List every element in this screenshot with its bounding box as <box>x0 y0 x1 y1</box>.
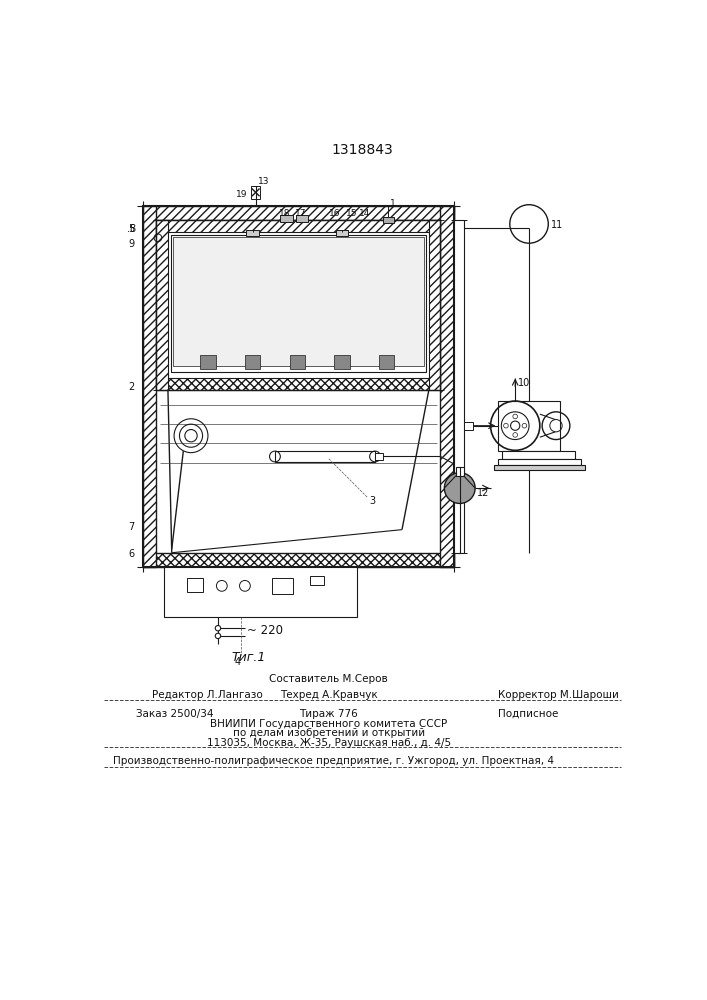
Text: Корректор М.Шароши: Корректор М.Шароши <box>498 690 619 700</box>
Bar <box>281 215 293 222</box>
Bar <box>498 459 581 465</box>
Bar <box>156 220 440 389</box>
Bar <box>494 465 585 470</box>
Bar <box>429 220 440 389</box>
Circle shape <box>503 423 508 428</box>
Text: 11: 11 <box>551 220 563 230</box>
Bar <box>143 553 455 567</box>
Bar <box>156 220 168 389</box>
Text: 1318843: 1318843 <box>331 143 393 157</box>
Text: ВНИИПИ Государственного комитета СССР: ВНИИПИ Государственного комитета СССР <box>210 719 448 729</box>
Text: 16: 16 <box>329 209 341 218</box>
Bar <box>156 378 440 389</box>
Circle shape <box>215 633 221 639</box>
Circle shape <box>522 423 527 428</box>
Text: 7: 7 <box>129 522 135 532</box>
Text: 4: 4 <box>234 657 240 667</box>
Text: 5: 5 <box>129 224 135 234</box>
Bar <box>156 220 440 232</box>
Circle shape <box>444 473 475 503</box>
Text: 2: 2 <box>129 382 135 392</box>
Text: 15: 15 <box>346 209 358 218</box>
Bar <box>247 230 259 236</box>
Text: 3: 3 <box>369 496 375 506</box>
Text: по делам изобретений и открытий: по делам изобретений и открытий <box>233 728 425 738</box>
Bar <box>296 215 308 222</box>
Bar <box>200 355 216 369</box>
Text: 113035, Москва, Ж-35, Раушская наб., д. 4/5: 113035, Москва, Ж-35, Раушская наб., д. … <box>206 738 451 748</box>
Bar <box>464 422 473 430</box>
Text: Заказ 2500/34: Заказ 2500/34 <box>136 709 214 719</box>
Bar <box>275 451 375 462</box>
Bar <box>455 220 464 553</box>
Text: 13: 13 <box>258 177 269 186</box>
Text: Подписное: Подписное <box>498 709 559 719</box>
Bar <box>143 206 455 567</box>
Text: Техред А.Кравчук: Техред А.Кравчук <box>280 690 378 700</box>
Text: 10: 10 <box>518 378 530 388</box>
Text: 17: 17 <box>295 209 306 218</box>
Bar <box>379 355 395 369</box>
Bar <box>336 230 348 236</box>
Bar <box>272 578 293 594</box>
Text: 14: 14 <box>358 209 370 218</box>
Bar <box>456 466 464 476</box>
Text: Тираж 776: Тираж 776 <box>300 709 358 719</box>
Bar <box>290 355 305 369</box>
Bar <box>187 578 203 592</box>
Bar <box>375 453 382 460</box>
Bar <box>143 206 156 567</box>
Text: .8: .8 <box>127 224 136 234</box>
Bar <box>440 206 455 567</box>
Text: Составитель М.Серов: Составитель М.Серов <box>269 674 388 684</box>
Text: Редактор Л.Лангазо: Редактор Л.Лангазо <box>152 690 262 700</box>
Text: 19: 19 <box>236 190 248 199</box>
Bar <box>173 237 423 366</box>
Bar <box>310 576 325 585</box>
Text: 1: 1 <box>390 199 396 208</box>
Bar <box>143 206 455 220</box>
Text: 6: 6 <box>129 549 135 559</box>
Bar <box>498 401 560 451</box>
Bar <box>164 567 356 617</box>
Text: 9: 9 <box>129 239 135 249</box>
Text: 18: 18 <box>279 209 291 218</box>
Bar <box>171 235 426 372</box>
Text: Производственно-полиграфическое предприятие, г. Ужгород, ул. Проектная, 4: Производственно-полиграфическое предприя… <box>113 756 554 766</box>
Bar <box>251 186 260 199</box>
Text: ~ 220: ~ 220 <box>247 624 284 637</box>
Circle shape <box>513 433 518 437</box>
Text: Τиг.1: Τиг.1 <box>232 651 266 664</box>
Bar <box>382 217 394 223</box>
Circle shape <box>215 626 221 631</box>
Bar <box>502 451 575 459</box>
Circle shape <box>513 414 518 419</box>
Bar <box>245 355 260 369</box>
Bar <box>334 355 350 369</box>
Text: 12: 12 <box>477 488 489 498</box>
